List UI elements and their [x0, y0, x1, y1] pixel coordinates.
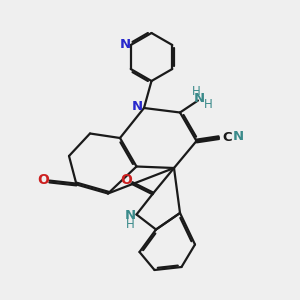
- Text: C: C: [222, 130, 232, 144]
- Text: H: H: [192, 85, 201, 98]
- Text: H: H: [125, 218, 134, 231]
- Text: N: N: [124, 208, 136, 222]
- Text: N: N: [193, 92, 205, 105]
- Text: N: N: [233, 130, 244, 143]
- Text: N: N: [132, 100, 143, 113]
- Text: H: H: [203, 98, 212, 112]
- Text: O: O: [121, 173, 133, 187]
- Text: O: O: [38, 173, 50, 187]
- Text: N: N: [120, 38, 131, 51]
